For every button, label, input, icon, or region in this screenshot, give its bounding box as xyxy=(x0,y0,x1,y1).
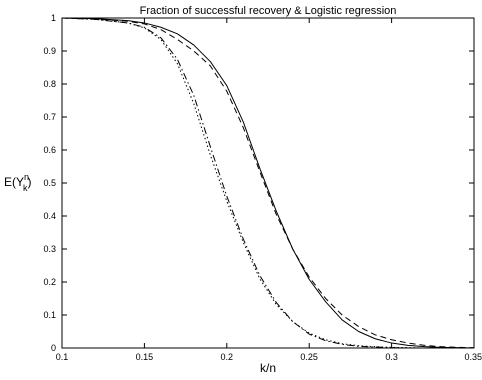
y-tick-label: 0.8 xyxy=(43,79,56,89)
x-axis-label: k/n xyxy=(260,361,276,375)
axis-ticks xyxy=(61,17,475,349)
y-tick-label: 0.7 xyxy=(43,112,56,122)
x-tick-label: 0.15 xyxy=(136,352,154,362)
y-tick-labels: 0 0.1 0.2 0.3 0.4 0.5 0.6 0.7 0.8 0.9 1 xyxy=(43,13,56,353)
y-tick-label: 0.1 xyxy=(43,310,56,320)
series-layer xyxy=(61,17,475,349)
x-tick-label: 0.2 xyxy=(221,352,234,362)
series-line-dotted xyxy=(61,17,474,349)
chart-title: Fraction of successful recovery & Logist… xyxy=(140,5,397,17)
x-tick-label: 0.35 xyxy=(464,352,482,362)
y-tick-label: 0.9 xyxy=(43,46,56,56)
y-tick-label: 0.3 xyxy=(43,244,56,254)
series-line-solid xyxy=(61,17,475,349)
y-tick-label: 1 xyxy=(51,13,56,23)
y-axis-label-superscript: n xyxy=(24,172,29,182)
y-tick-label: 0 xyxy=(51,343,56,353)
series-line-dashdot xyxy=(61,17,474,349)
y-tick-label: 0.6 xyxy=(43,145,56,155)
plot-area-frame xyxy=(61,17,475,349)
y-axis-label-subscript: k xyxy=(23,183,28,193)
y-axis-label-close: ) xyxy=(28,175,32,189)
y-tick-label: 0.5 xyxy=(43,178,56,188)
y-axis-label: E(Yn k) xyxy=(4,172,32,193)
x-tick-label: 0.1 xyxy=(56,352,69,362)
series-line-dashed xyxy=(61,17,475,349)
y-tick-label: 0.4 xyxy=(43,211,56,221)
x-tick-label: 0.3 xyxy=(385,352,398,362)
x-tick-label: 0.25 xyxy=(300,352,318,362)
x-tick-labels: 0.1 0.15 0.2 0.25 0.3 0.35 xyxy=(56,352,482,362)
y-tick-label: 0.2 xyxy=(43,277,56,287)
y-axis-label-base: E(Y xyxy=(4,175,24,189)
